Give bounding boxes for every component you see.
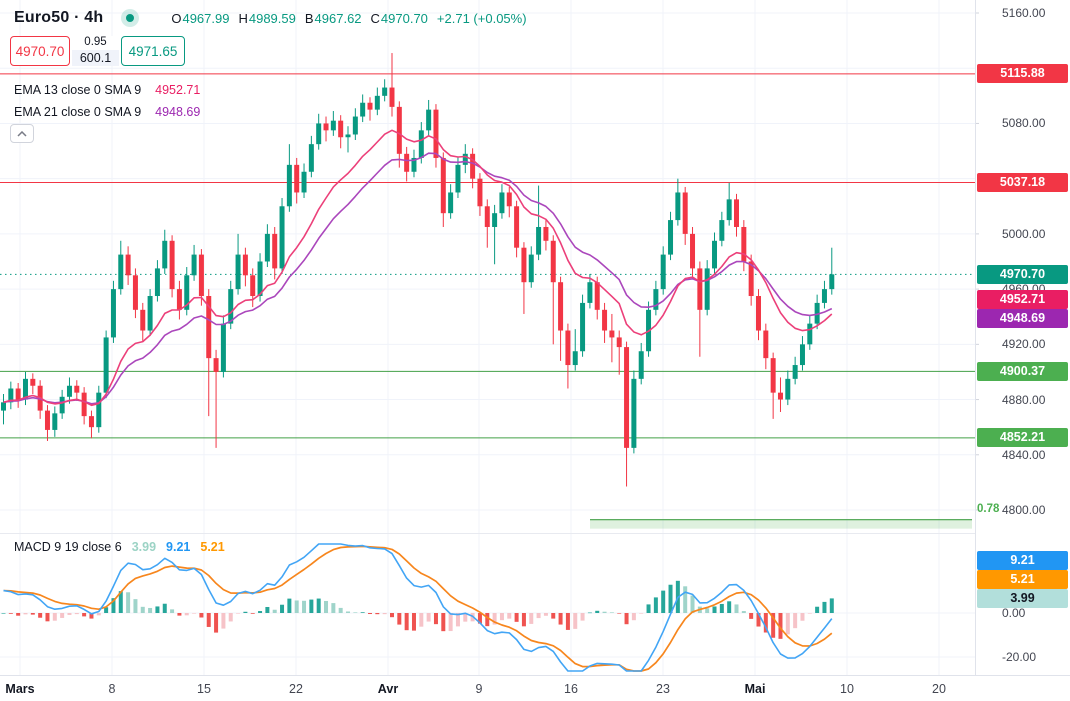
macd-label-chip: 3.99 bbox=[977, 589, 1068, 608]
ema21-value: 4948.69 bbox=[155, 104, 201, 119]
price-tick-label: 5000.00 bbox=[1002, 226, 1046, 241]
macd-tick-label: 0.00 bbox=[1002, 606, 1026, 620]
macd-tick-label: -20.00 bbox=[1002, 650, 1037, 664]
time-tick-day: 15 bbox=[197, 682, 211, 696]
price-axis-border bbox=[975, 0, 976, 701]
open-value: 4967.99 bbox=[182, 10, 230, 26]
high-value: 4989.59 bbox=[248, 10, 296, 26]
macd-label-chip: 5.21 bbox=[977, 570, 1068, 589]
price-tick-label: 5160.00 bbox=[1002, 6, 1046, 20]
time-axis[interactable]: Mars 8 15 22 Avr 9 16 23 Mai 10 20 bbox=[0, 675, 1070, 701]
ema21-label: EMA 21 close 0 SMA 9 bbox=[14, 104, 142, 119]
price-label-chip: 4852.21 bbox=[977, 428, 1068, 448]
pane-divider[interactable] bbox=[0, 533, 975, 534]
macd-label-chip: 9.21 bbox=[977, 551, 1068, 570]
time-tick-day: 9 bbox=[475, 682, 483, 696]
price-tick-label: 4840.00 bbox=[1002, 447, 1046, 462]
low-label: B bbox=[304, 10, 314, 26]
close-value: 4970.70 bbox=[380, 10, 428, 26]
macd-label: MACD 9 19 close 6 bbox=[14, 540, 122, 554]
high-label: H bbox=[238, 10, 248, 26]
symbol-header: Euro50 · 4h O4967.99 H4989.59 B4967.62 C… bbox=[14, 8, 527, 28]
ema21-legend[interactable]: EMA 21 close 0 SMA 9 4948.69 bbox=[14, 104, 200, 119]
time-tick-month: Avr bbox=[377, 682, 399, 696]
macd-legend[interactable]: MACD 9 19 close 6 3.99 9.21 5.21 bbox=[14, 540, 225, 554]
ema13-legend[interactable]: EMA 13 close 0 SMA 9 4952.71 bbox=[14, 82, 200, 97]
price-tick-label: 4920.00 bbox=[1002, 337, 1046, 352]
ohlc-values: O4967.99 H4989.59 B4967.62 C4970.70 +2.7… bbox=[171, 11, 526, 26]
price-tick-label: 4800.00 bbox=[1002, 503, 1046, 517]
price-label-chip: 4952.71 bbox=[977, 289, 1068, 309]
volume-value: 600.1 bbox=[72, 50, 119, 66]
macd-signal-value: 5.21 bbox=[200, 540, 225, 554]
time-tick-day: 23 bbox=[656, 682, 670, 696]
spread-box: 0.95 600.1 bbox=[72, 36, 119, 66]
time-tick-day: 22 bbox=[289, 682, 303, 696]
ema13-label: EMA 13 close 0 SMA 9 bbox=[14, 82, 142, 97]
time-tick-day: 10 bbox=[840, 682, 854, 696]
chevron-up-icon bbox=[17, 130, 27, 137]
price-label-chip: 4900.37 bbox=[977, 361, 1068, 381]
change-value: +2.71 (+0.05%) bbox=[436, 10, 527, 26]
open-label: O bbox=[171, 10, 182, 26]
ema13-value: 4952.71 bbox=[155, 82, 201, 97]
price-label-chip: 5115.88 bbox=[977, 64, 1068, 84]
sell-button[interactable]: 4970.70 bbox=[10, 36, 70, 66]
symbol-title[interactable]: Euro50 · 4h bbox=[14, 9, 104, 26]
market-status-icon bbox=[121, 9, 140, 27]
zone-ratio-annotation: 0.78 bbox=[977, 503, 1000, 515]
macd-line-value: 9.21 bbox=[166, 540, 191, 554]
spread-value: 0.95 bbox=[72, 36, 119, 50]
price-label-chip: 5037.18 bbox=[977, 173, 1068, 193]
time-tick-day: 8 bbox=[108, 682, 116, 696]
low-value: 4967.62 bbox=[314, 10, 362, 26]
price-label-chip: 4948.69 bbox=[977, 308, 1068, 328]
price-label-chip: 4970.70 bbox=[977, 264, 1068, 284]
collapse-indicators-button[interactable] bbox=[10, 124, 34, 143]
close-label: C bbox=[370, 10, 380, 26]
time-tick-day: 16 bbox=[564, 682, 578, 696]
macd-hist-value: 3.99 bbox=[131, 540, 157, 554]
time-tick-month: Mai bbox=[744, 682, 766, 696]
price-tick-label: 5080.00 bbox=[1002, 116, 1046, 131]
time-tick-month: Mars bbox=[5, 682, 35, 696]
price-tick-label: 4880.00 bbox=[1002, 392, 1046, 407]
buy-button[interactable]: 4971.65 bbox=[121, 36, 185, 66]
time-tick-day: 20 bbox=[932, 682, 946, 696]
